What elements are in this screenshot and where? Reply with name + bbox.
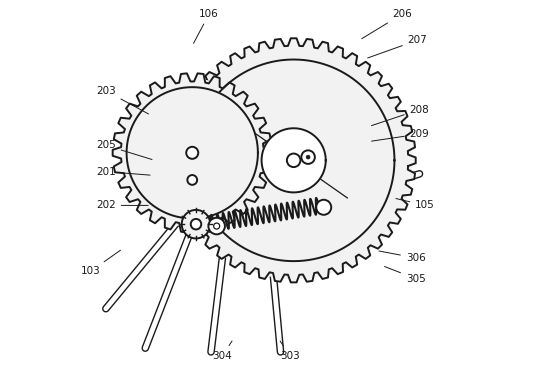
Text: 205: 205 [96,140,152,159]
Circle shape [209,218,225,234]
Text: 306: 306 [379,251,426,263]
Circle shape [316,200,331,215]
Polygon shape [157,95,235,165]
Text: 202: 202 [96,201,148,210]
Text: 208: 208 [371,105,429,126]
Text: 203: 203 [96,86,149,114]
Text: 206: 206 [362,9,412,39]
Text: 209: 209 [371,129,429,141]
Circle shape [306,155,310,159]
Polygon shape [193,60,394,261]
Circle shape [182,210,210,239]
Text: 103: 103 [81,250,121,276]
Text: 207: 207 [367,35,428,58]
Polygon shape [118,79,266,226]
Polygon shape [171,38,416,282]
Polygon shape [112,74,272,232]
Circle shape [213,223,219,229]
Text: 105: 105 [396,199,435,210]
Circle shape [191,219,201,230]
Text: 106: 106 [193,9,219,43]
Text: 304: 304 [212,341,232,361]
Polygon shape [262,128,326,192]
Circle shape [187,175,197,185]
Circle shape [287,153,300,167]
Text: 303: 303 [280,341,300,361]
Polygon shape [176,42,412,278]
Circle shape [186,147,198,159]
Polygon shape [127,87,258,219]
Text: 201: 201 [96,167,150,176]
Circle shape [301,150,315,164]
Text: 305: 305 [384,267,426,284]
